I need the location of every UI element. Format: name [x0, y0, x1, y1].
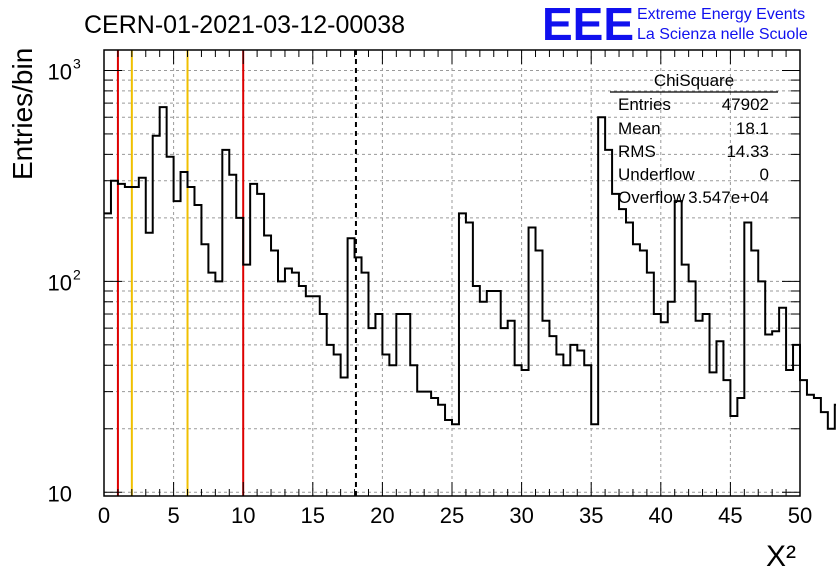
logo-line-1: Extreme Energy Events	[637, 6, 805, 23]
stats-box: ChiSquare Entries 47902 Mean 18.1 RMS 14…	[610, 71, 778, 207]
stats-label: RMS	[618, 142, 656, 161]
stats-label: Overflow	[618, 188, 686, 207]
logo-mark: EEE	[542, 0, 634, 50]
stats-title: ChiSquare	[654, 71, 734, 90]
stats-label: Mean	[618, 119, 661, 138]
stats-row: Mean 18.1	[618, 119, 769, 138]
stats-value: 47902	[722, 95, 769, 114]
stats-label: Underflow	[618, 165, 695, 184]
x-tick-label: 40	[649, 503, 673, 528]
x-axis: 0 5 10 15 20 25 30 35 40 45 50	[98, 50, 812, 528]
x-tick-label: 0	[98, 503, 110, 528]
stats-row: RMS 14.33	[618, 142, 769, 161]
x-tick-label: 50	[788, 503, 812, 528]
y-tick-label: 10 3	[48, 55, 81, 84]
x-tick-label: 20	[370, 503, 394, 528]
y-tick-base: 10	[48, 59, 72, 84]
y-tick-base: 10	[48, 481, 72, 506]
x-tick-label: 5	[167, 503, 179, 528]
stats-label: Entries	[618, 95, 671, 114]
histogram-series	[104, 106, 836, 430]
stats-row: Entries 47902	[618, 95, 769, 114]
stats-value: 0	[760, 165, 769, 184]
stats-row: Overflow 3.547e+04	[618, 188, 769, 207]
x-tick-label: 25	[440, 503, 464, 528]
y-tick-exponent: 2	[73, 266, 81, 282]
stats-value: 18.1	[736, 119, 769, 138]
x-tick-label: 45	[718, 503, 742, 528]
x-axis-label: X²	[766, 540, 796, 572]
chart-title: CERN-01-2021-03-12-00038	[84, 11, 405, 39]
eee-logo: EEE Extreme Energy Events La Scienza nel…	[542, 0, 808, 50]
y-tick-base: 10	[48, 270, 72, 295]
y-tick-label: 10 2	[48, 266, 81, 295]
x-tick-label: 10	[231, 503, 255, 528]
y-tick-exponent: 3	[73, 55, 81, 71]
x-tick-label: 35	[579, 503, 603, 528]
reference-lines	[116, 50, 357, 496]
grid	[104, 50, 800, 496]
y-axis-label: Entries/bin	[7, 48, 38, 180]
stats-value: 14.33	[726, 142, 769, 161]
x-tick-label: 15	[301, 503, 325, 528]
x-tick-label: 30	[509, 503, 533, 528]
stats-value: 3.547e+04	[688, 188, 769, 207]
y-tick-label: 10	[48, 481, 72, 506]
stats-row: Underflow 0	[618, 165, 769, 184]
logo-line-2: La Scienza nelle Scuole	[637, 26, 808, 43]
